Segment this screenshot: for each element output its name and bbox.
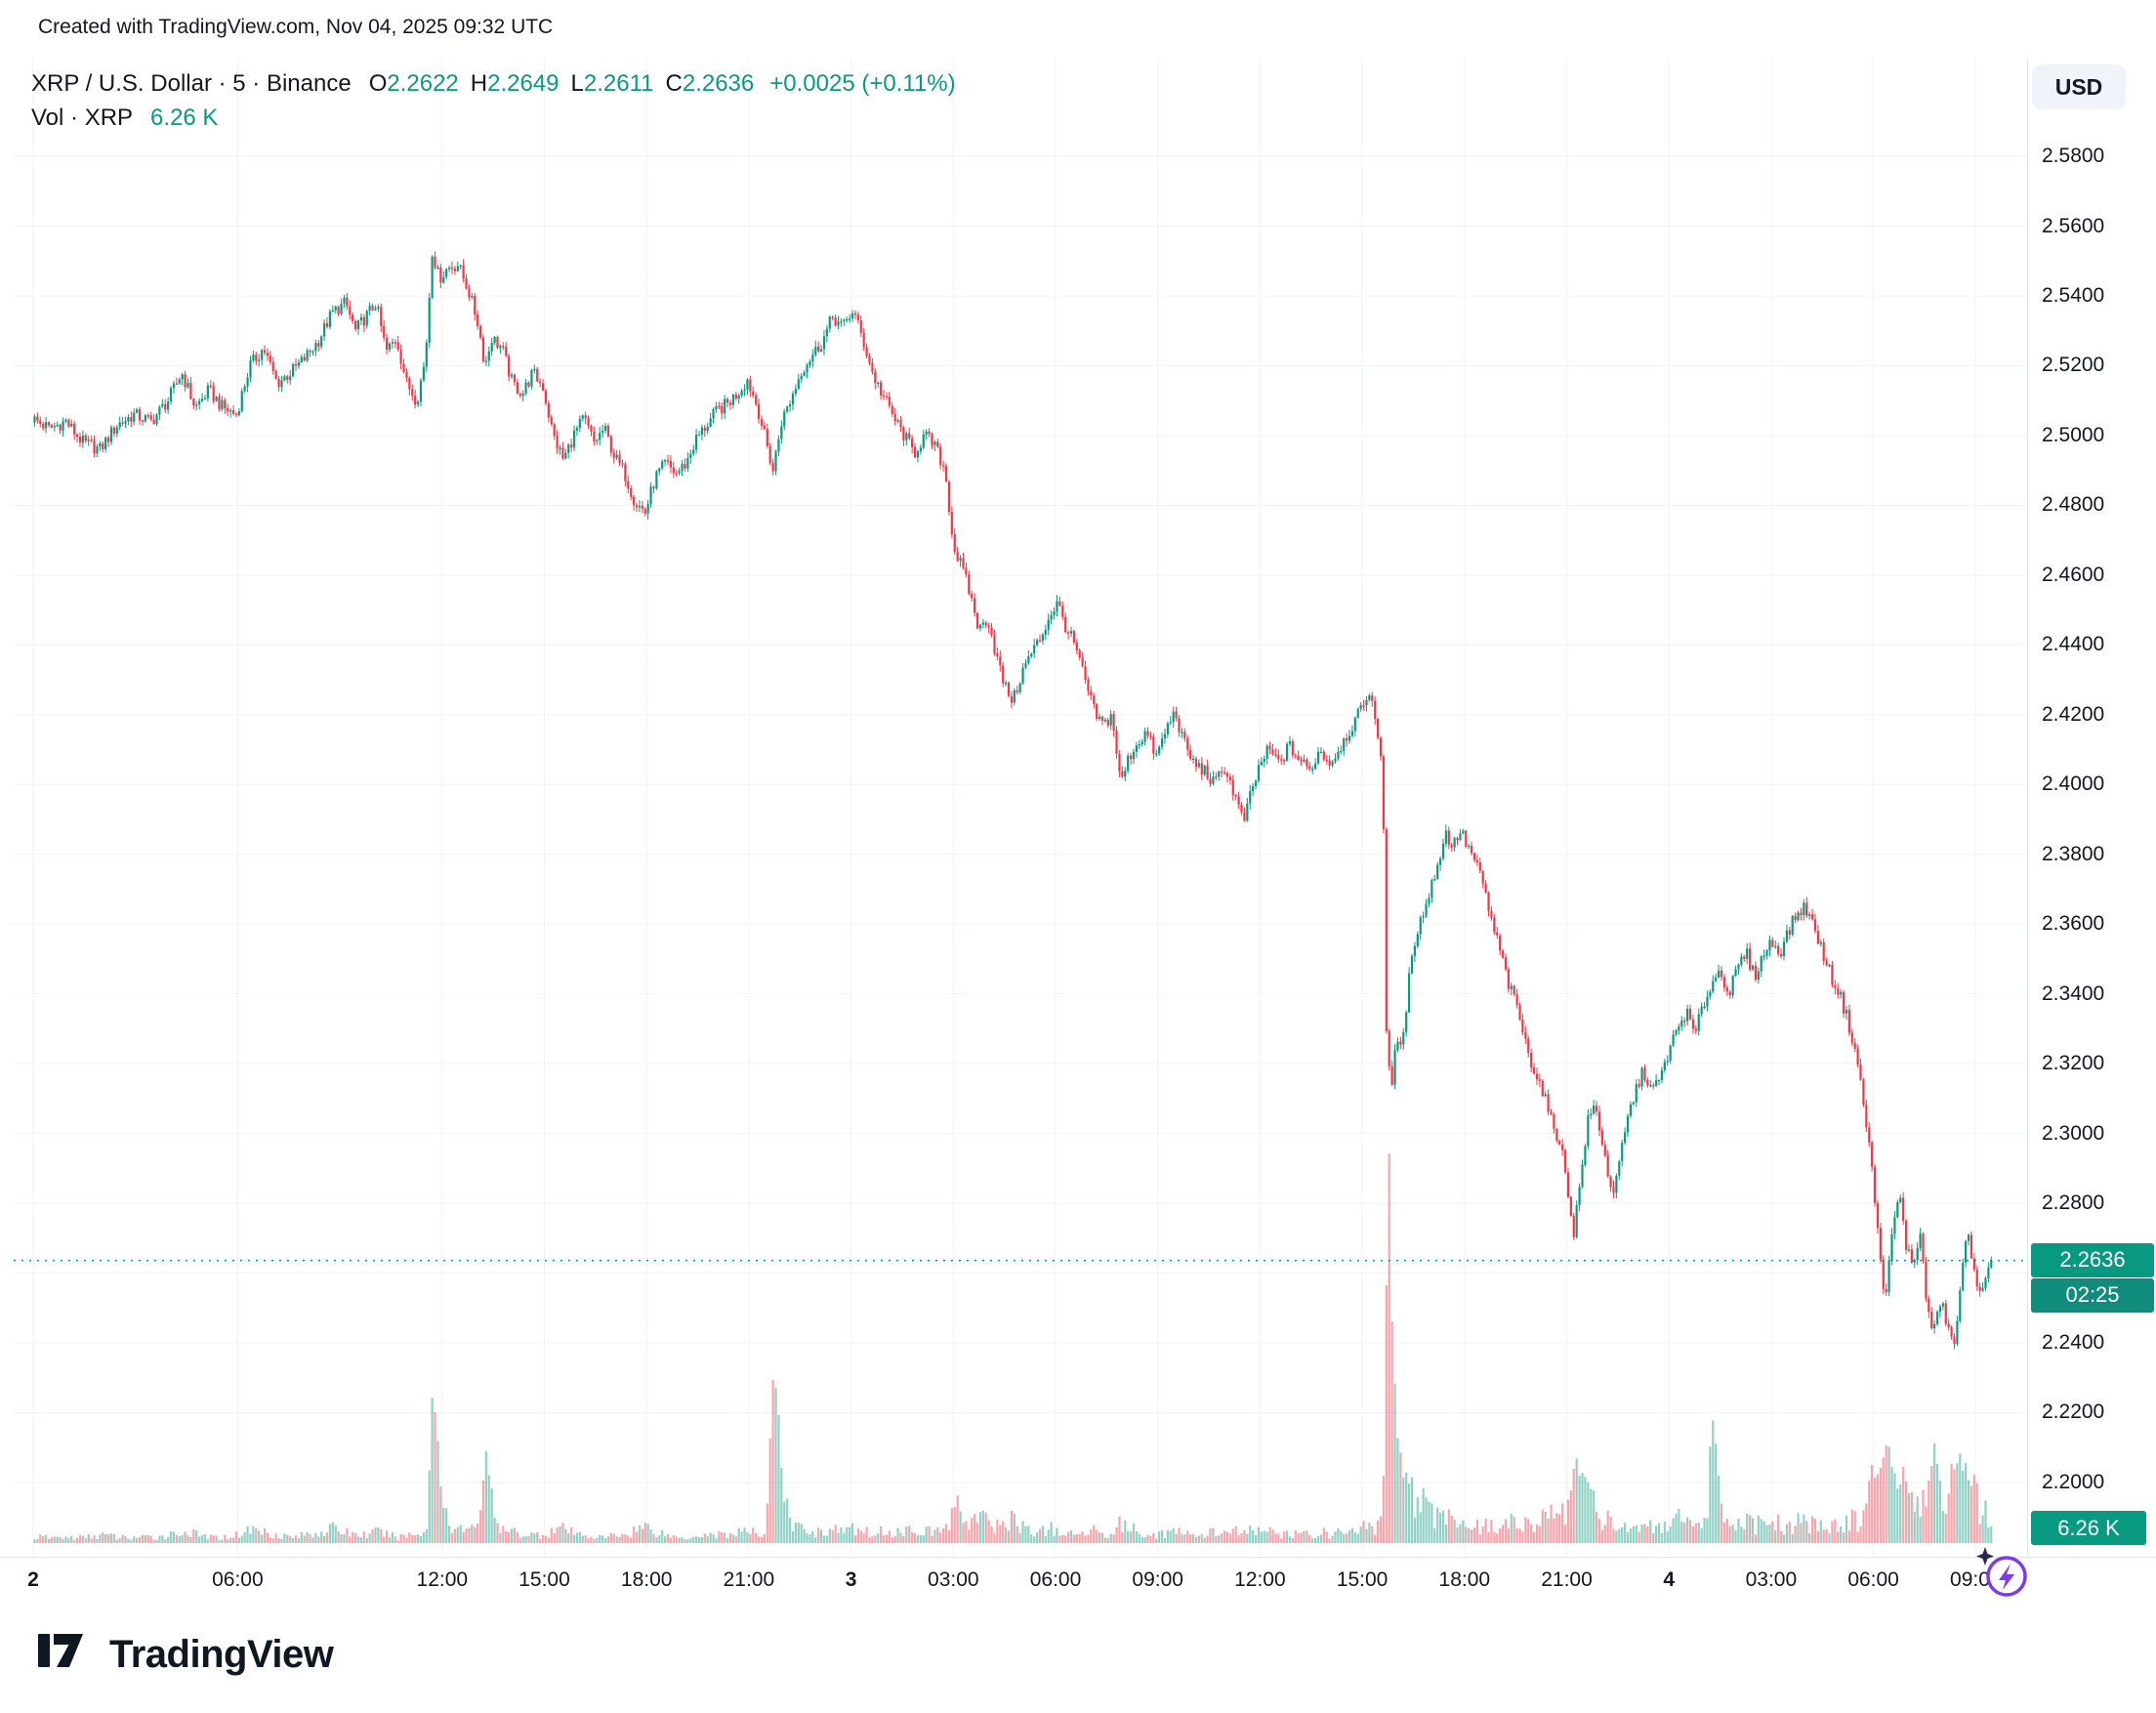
price-tick-label: 2.4600 — [2042, 563, 2105, 586]
price-tick-label: 2.3400 — [2042, 982, 2105, 1005]
price-change: +0.0025 (+0.11%) — [769, 70, 956, 97]
ohlc-close: C2.2636 — [665, 70, 755, 97]
price-tick-label: 2.5000 — [2042, 423, 2105, 446]
time-axis[interactable]: 2 06:00 12:00 15:00 18:00 21:00 3 03:00 06:00 09:… — [0, 1557, 2156, 1604]
time-tick-label: 18:00 — [1438, 1568, 1491, 1591]
ohlc-high: H2.2649 — [470, 70, 560, 97]
currency-usd-button[interactable]: USD — [2032, 64, 2126, 109]
volume-label[interactable]: Vol · XRP — [31, 104, 134, 131]
legend-volume-row: Vol · XRP 6.26 K — [31, 104, 956, 132]
tradingview-logo[interactable]: TradingView — [38, 1633, 334, 1677]
price-tick-label: 2.4000 — [2042, 773, 2105, 796]
tradingview-logo-icon — [38, 1633, 83, 1667]
volume-badge: 6.26 K — [2031, 1511, 2146, 1545]
time-tick-label: 18:00 — [620, 1568, 673, 1591]
bar-countdown-badge: 02:25 — [2031, 1277, 2154, 1313]
time-tick-label: 03:00 — [1745, 1568, 1798, 1591]
price-tick-label: 2.5800 — [2042, 145, 2105, 168]
price-tick-label: 2.3200 — [2042, 1052, 2105, 1075]
last-price-badge: 2.2636 — [2031, 1242, 2154, 1277]
price-tick-label: 2.3800 — [2042, 842, 2105, 865]
time-tick-day-label: 2 — [27, 1568, 39, 1591]
legend-ohlc-row: XRP / U.S. Dollar · 5 · Binance O2.2622 … — [31, 70, 956, 98]
price-tick-label: 2.3000 — [2042, 1121, 2105, 1145]
candlestick-chart[interactable] — [14, 59, 2026, 1556]
price-tick-label: 2.2200 — [2042, 1400, 2105, 1424]
price-tick-label: 2.5200 — [2042, 354, 2105, 377]
price-tick-label: 2.2800 — [2042, 1191, 2105, 1215]
chart-plot-area[interactable]: XRP / U.S. Dollar · 5 · Binance O2.2622 … — [14, 59, 2027, 1597]
time-tick-label: 03:00 — [928, 1568, 979, 1591]
price-tick-label: 2.5400 — [2042, 283, 2105, 307]
price-tick-label: 2.2000 — [2042, 1470, 2105, 1493]
price-tick-label: 2.5600 — [2042, 214, 2105, 237]
brand-text: TradingView — [109, 1633, 334, 1676]
price-tick-label: 2.4800 — [2042, 493, 2105, 517]
time-tick-label: 06:00 — [212, 1568, 264, 1591]
time-tick-label: 09:00 — [1132, 1568, 1183, 1591]
ohlc-open: O2.2622 — [368, 70, 459, 97]
time-tick-label: 12:00 — [1234, 1568, 1286, 1591]
price-tick-label: 2.4200 — [2042, 702, 2105, 726]
time-tick-label: 06:00 — [1029, 1568, 1082, 1591]
price-tick-label: 2.4400 — [2042, 633, 2105, 656]
flash-marker-icon[interactable] — [1971, 1541, 2034, 1604]
symbol-title[interactable]: XRP / U.S. Dollar · 5 · Binance — [31, 70, 352, 97]
time-tick-label: 15:00 — [518, 1568, 570, 1591]
symbol-legend: XRP / U.S. Dollar · 5 · Binance O2.2622 … — [31, 70, 956, 139]
time-tick-label: 12:00 — [416, 1568, 469, 1591]
time-tick-day-label: 3 — [845, 1568, 857, 1591]
time-tick-label: 21:00 — [723, 1568, 775, 1591]
attribution-text: Created with TradingView.com, Nov 04, 20… — [38, 16, 554, 38]
price-tick-label: 2.2400 — [2042, 1331, 2105, 1355]
volume-value: 6.26 K — [150, 104, 219, 131]
time-tick-label: 06:00 — [1847, 1568, 1899, 1591]
time-tick-label: 15:00 — [1336, 1568, 1389, 1591]
time-tick-label: 21:00 — [1541, 1568, 1593, 1591]
time-tick-day-label: 4 — [1663, 1568, 1676, 1591]
ohlc-low: L2.2611 — [570, 70, 654, 97]
price-axis[interactable]: 2.2636 02:25 6.26 K 2.5800 2.5600 2.5400 2.… — [2027, 59, 2156, 1556]
price-tick-label: 2.3600 — [2042, 912, 2105, 936]
